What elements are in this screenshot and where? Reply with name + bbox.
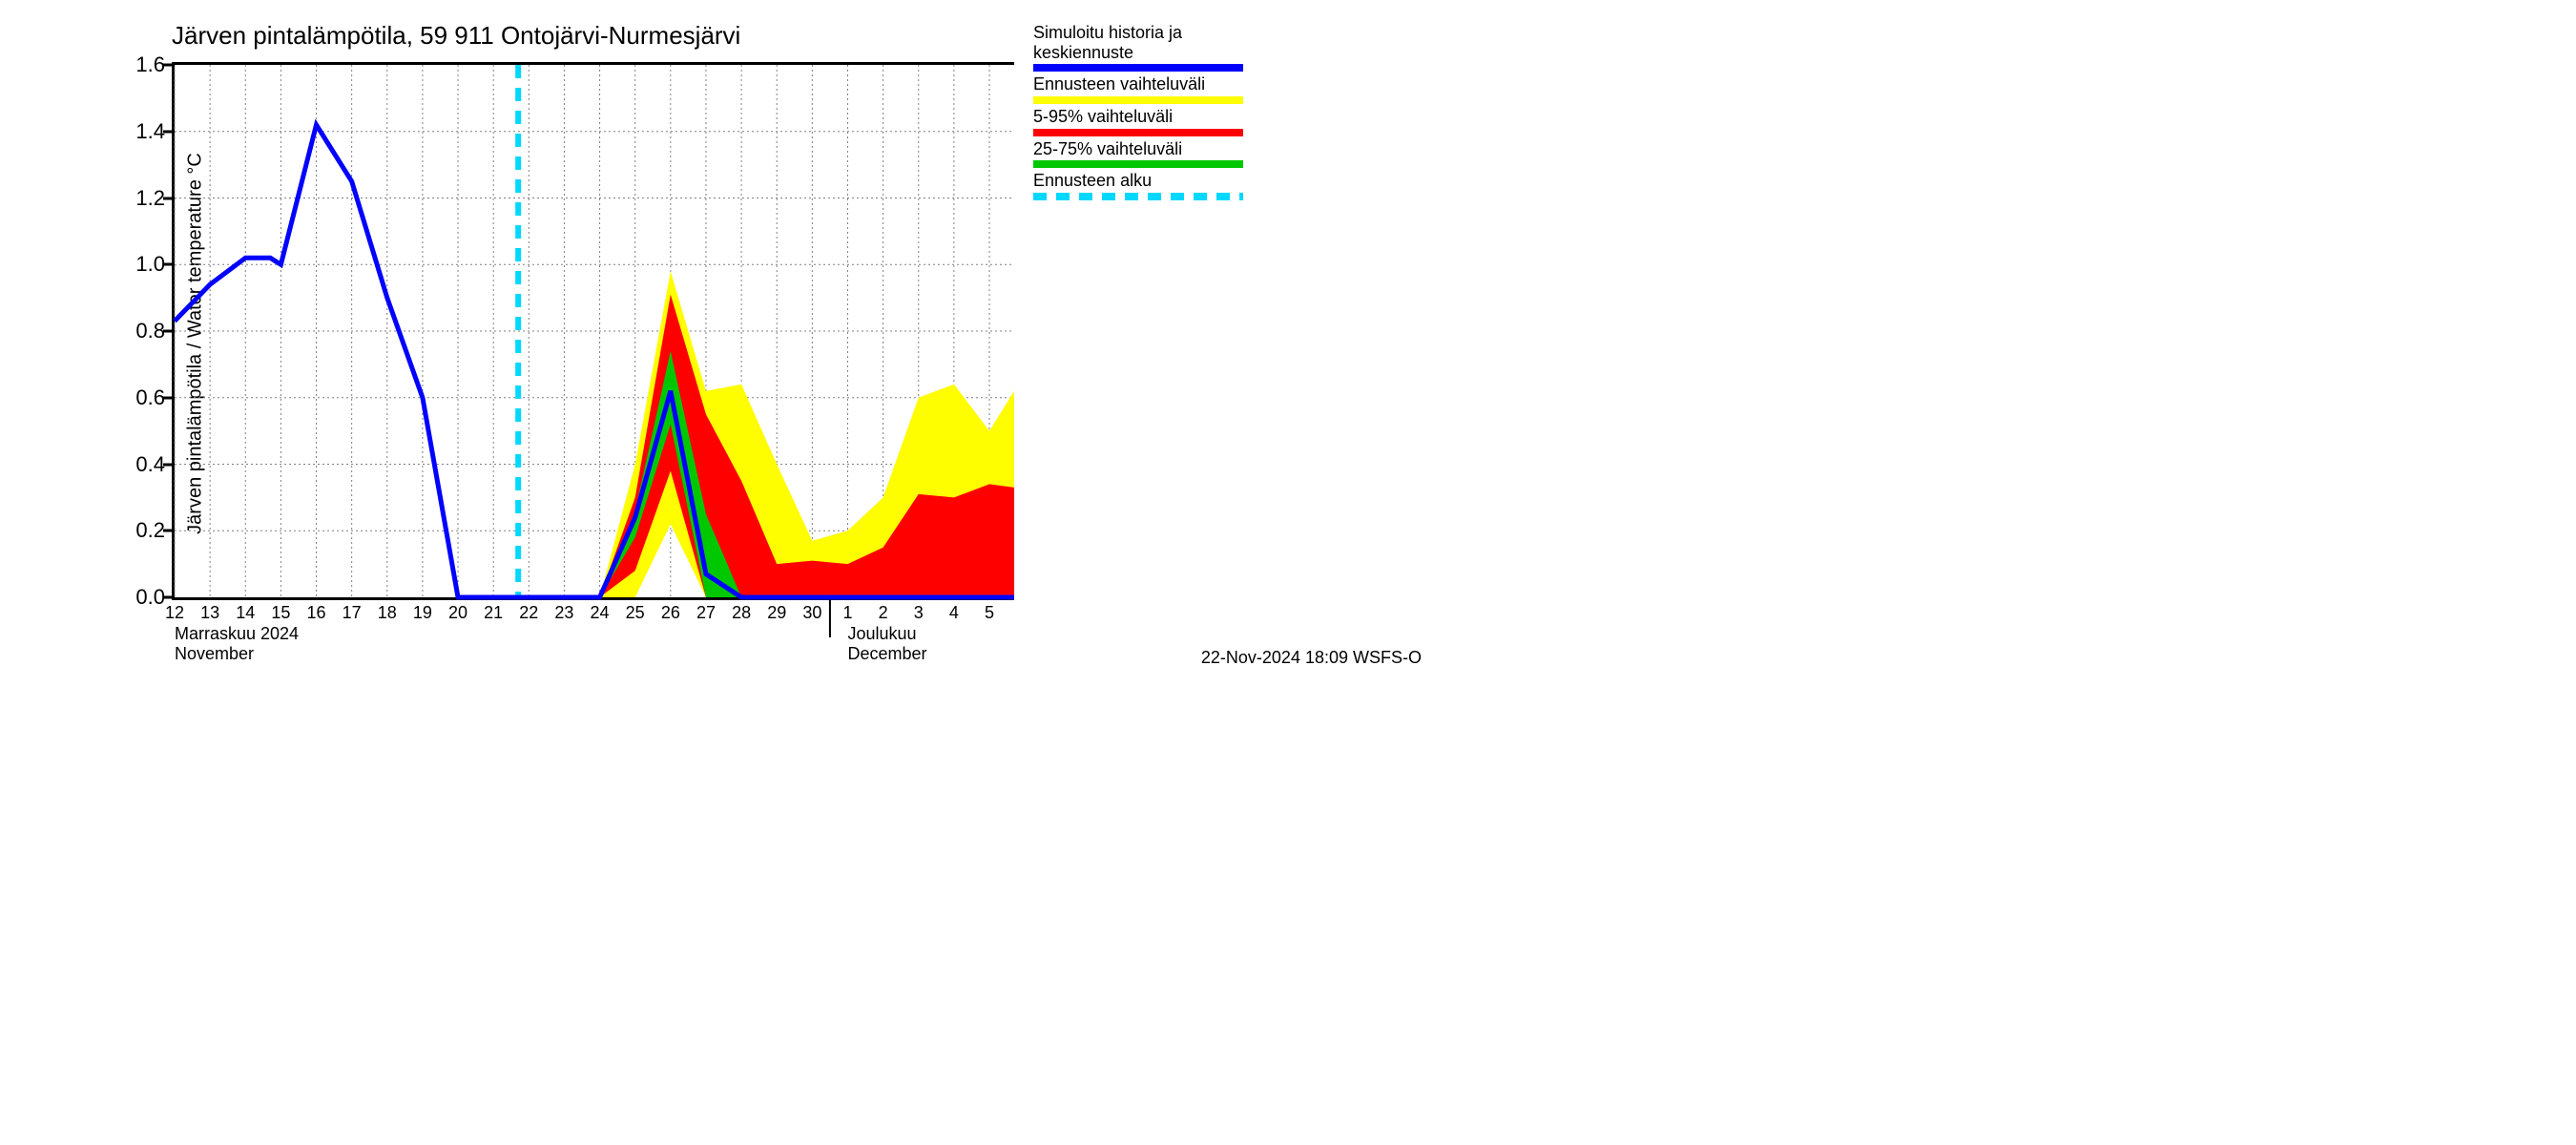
- x-tick-label: 16: [307, 603, 326, 623]
- x-tick-label: 19: [413, 603, 432, 623]
- legend-item: Ennusteen alku: [1033, 171, 1243, 200]
- x-tick-label: 2: [879, 603, 888, 623]
- y-tick-label: 0.8: [135, 319, 165, 344]
- legend: Simuloitu historia ja keskiennuste Ennust…: [1033, 23, 1243, 203]
- x-tick-label: 12: [165, 603, 184, 623]
- x-tick-label: 13: [200, 603, 219, 623]
- x-tick-label: 17: [343, 603, 362, 623]
- x-tick-label: 3: [914, 603, 924, 623]
- legend-item: Ennusteen vaihteluväli: [1033, 74, 1243, 104]
- x-tick-label: 4: [949, 603, 959, 623]
- x-tick-label: 20: [448, 603, 467, 623]
- timestamp: 22-Nov-2024 18:09 WSFS-O: [1201, 648, 1422, 668]
- y-tick-label: 1.0: [135, 252, 165, 277]
- plot-area: 0.00.20.40.60.81.01.21.41.6 121314151617…: [172, 62, 1014, 600]
- y-tick-label: 0.0: [135, 585, 165, 610]
- x-tick-label: 23: [554, 603, 573, 623]
- x-tick-label: 25: [626, 603, 645, 623]
- x-tick-label: 21: [484, 603, 503, 623]
- legend-swatch: [1033, 64, 1243, 72]
- legend-swatch: [1033, 193, 1243, 200]
- x-tick-label: 24: [591, 603, 610, 623]
- y-tick-label: 1.2: [135, 186, 165, 211]
- legend-label: Simuloitu historia ja keskiennuste: [1033, 23, 1243, 62]
- x-tick-label: 5: [985, 603, 994, 623]
- x-month-label: JoulukuuDecember: [847, 624, 926, 663]
- y-tick-label: 1.4: [135, 119, 165, 144]
- legend-label: Ennusteen vaihteluväli: [1033, 74, 1243, 94]
- y-tick-label: 0.4: [135, 452, 165, 477]
- chart-svg: [175, 65, 1014, 597]
- chart-title: Järven pintalämpötila, 59 911 Ontojärvi-…: [172, 21, 740, 51]
- legend-item: Simuloitu historia ja keskiennuste: [1033, 23, 1243, 72]
- legend-swatch: [1033, 129, 1243, 136]
- x-tick-label: 18: [378, 603, 397, 623]
- x-tick-label: 26: [661, 603, 680, 623]
- x-tick-label: 1: [842, 603, 852, 623]
- legend-label: 25-75% vaihteluväli: [1033, 139, 1243, 159]
- y-tick-label: 0.6: [135, 385, 165, 410]
- chart-container: Järven pintalämpötila / Water temperatur…: [0, 0, 1431, 687]
- y-tick-label: 1.6: [135, 52, 165, 77]
- legend-item: 25-75% vaihteluväli: [1033, 139, 1243, 169]
- x-tick-label: 22: [519, 603, 538, 623]
- x-tick-label: 15: [271, 603, 290, 623]
- x-tick-label: 14: [236, 603, 255, 623]
- legend-label: Ennusteen alku: [1033, 171, 1243, 191]
- legend-swatch: [1033, 96, 1243, 104]
- x-tick-label: 29: [767, 603, 786, 623]
- y-tick-label: 0.2: [135, 518, 165, 543]
- x-tick-label: 30: [802, 603, 821, 623]
- legend-label: 5-95% vaihteluväli: [1033, 107, 1243, 127]
- legend-swatch: [1033, 160, 1243, 168]
- x-tick-label: 28: [732, 603, 751, 623]
- legend-item: 5-95% vaihteluväli: [1033, 107, 1243, 136]
- x-month-label: Marraskuu 2024November: [175, 624, 299, 663]
- x-tick-label: 27: [696, 603, 716, 623]
